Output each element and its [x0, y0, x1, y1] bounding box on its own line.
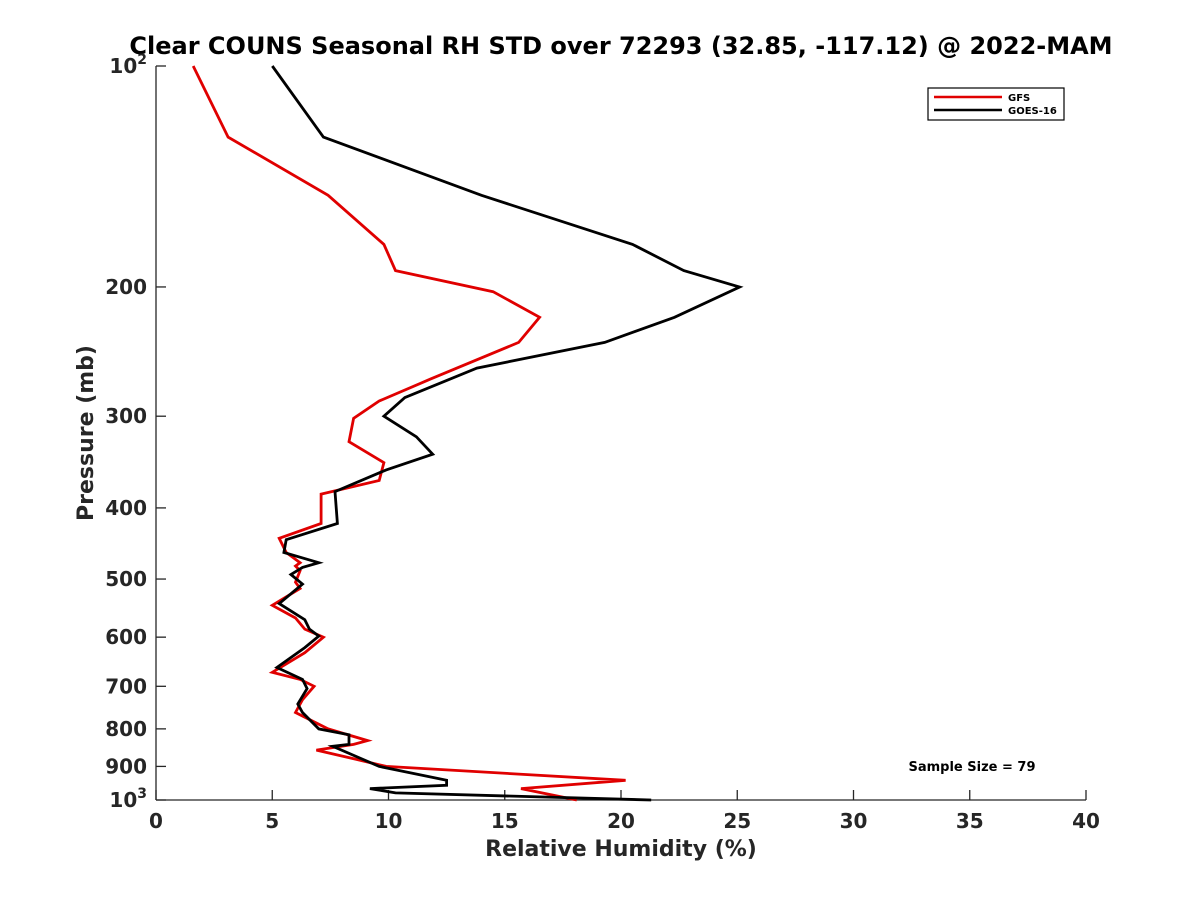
- legend-box: [927, 87, 1065, 121]
- axes: 0 5 10 15 20 25 30 35 40 102 200 300 400 500 600 700 800…: [105, 52, 1100, 833]
- legend-label-goes16: GOES-16: [1008, 106, 1057, 117]
- y-tick-label: 200: [105, 275, 147, 299]
- y-tick-label: 700: [105, 674, 147, 698]
- y-tick-label: 800: [105, 717, 147, 741]
- x-tick-label: 5: [265, 809, 279, 833]
- y-tick-label: 600: [105, 625, 147, 649]
- y-tick-label: 103: [109, 786, 147, 812]
- legend: GFS GOES-16: [927, 87, 1065, 121]
- x-tick-label: 40: [1072, 809, 1100, 833]
- x-tick-label: 0: [149, 809, 163, 833]
- x-tick-label: 10: [375, 809, 403, 833]
- series-line-gfs: [191, 65, 626, 802]
- y-axis-label: Pressure (mb): [74, 345, 99, 521]
- y-tick-label: 500: [105, 567, 147, 591]
- series-line-goes16: [271, 65, 744, 802]
- x-tick-label: 15: [491, 809, 519, 833]
- x-tick-label: 25: [723, 809, 751, 833]
- y-tick-label: 102: [109, 52, 147, 78]
- x-axis-label: Relative Humidity (%): [485, 837, 757, 862]
- chart-title: Clear COUNS Seasonal RH STD over 72293 (…: [129, 32, 1112, 60]
- legend-label-gfs: GFS: [1008, 93, 1030, 104]
- sample-size-annotation: Sample Size = 79: [908, 760, 1035, 775]
- y-tick-label: 300: [105, 404, 147, 428]
- series-layer: [191, 65, 744, 802]
- y-tick-label: 900: [105, 754, 147, 778]
- x-tick-label: 35: [956, 809, 984, 833]
- y-tick-label: 400: [105, 496, 147, 520]
- x-tick-label: 20: [607, 809, 635, 833]
- x-tick-label: 30: [840, 809, 868, 833]
